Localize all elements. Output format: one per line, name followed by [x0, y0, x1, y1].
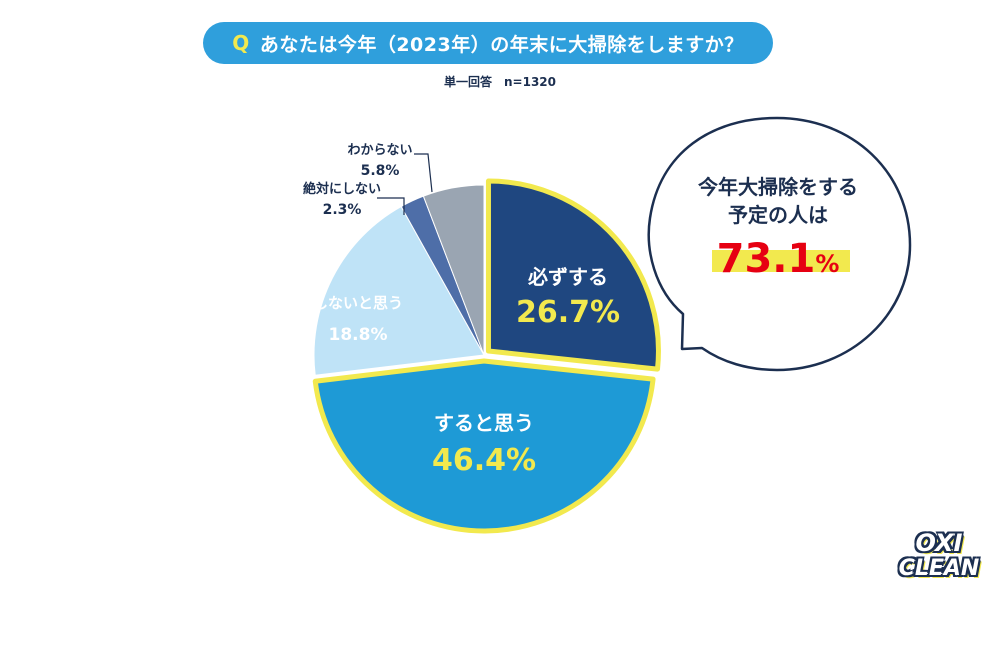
pie-slice-unknown [422, 184, 485, 356]
slice-value-must: 26.7% [516, 295, 620, 330]
slice-value-unknown: 5.8% [361, 163, 400, 179]
question-mark-label: Q [232, 31, 250, 55]
pie-slice-must [485, 178, 661, 372]
pie-slice-will [312, 358, 656, 534]
pie-slices: 必ずする 26.7% すると思う 46.4% しないと思う 18.8% 絶対にしない 2.3%… [302, 143, 661, 534]
callout-value-unit: % [815, 250, 839, 278]
slice-label-will: すると思う [434, 411, 534, 435]
question-text: あなたは今年（2023年）の年末に大掃除をしますか？ [259, 33, 744, 56]
callout-line-2: 予定の人は [728, 203, 828, 227]
leader-line-unknown [414, 153, 433, 193]
oxiclean-logo: OXI CLEAN [893, 530, 985, 590]
slice-label-never: 絶対にしない [302, 181, 381, 197]
pie-slice-not [313, 206, 485, 376]
callout-line-1: 今年大掃除をする [698, 175, 858, 199]
question-banner: Q あなたは今年（2023年）の年末に大掃除をしますか？ [203, 22, 773, 64]
sample-size-note: 単一回答 n=1320 [444, 75, 556, 89]
leader-line-never [377, 197, 405, 215]
slice-value-never: 2.3% [323, 202, 362, 218]
slice-label-not: しないと思う [313, 294, 403, 312]
callout-value-number: 73.1 [717, 236, 816, 282]
logo-line-2: CLEAN [898, 556, 980, 581]
slice-value-not: 18.8% [329, 325, 388, 345]
callout-bubble-shape [647, 116, 912, 372]
callout-value-highlight [712, 250, 850, 272]
logo-line-1: OXI [915, 529, 963, 557]
callout-bubble: 今年大掃除をする 予定の人は 73.1% [647, 116, 912, 372]
slice-label-must: 必ずする [527, 265, 608, 289]
callout-value: 73.1% [717, 236, 840, 282]
slice-value-will: 46.4% [432, 443, 536, 478]
slice-label-unknown: わからない [347, 143, 412, 158]
